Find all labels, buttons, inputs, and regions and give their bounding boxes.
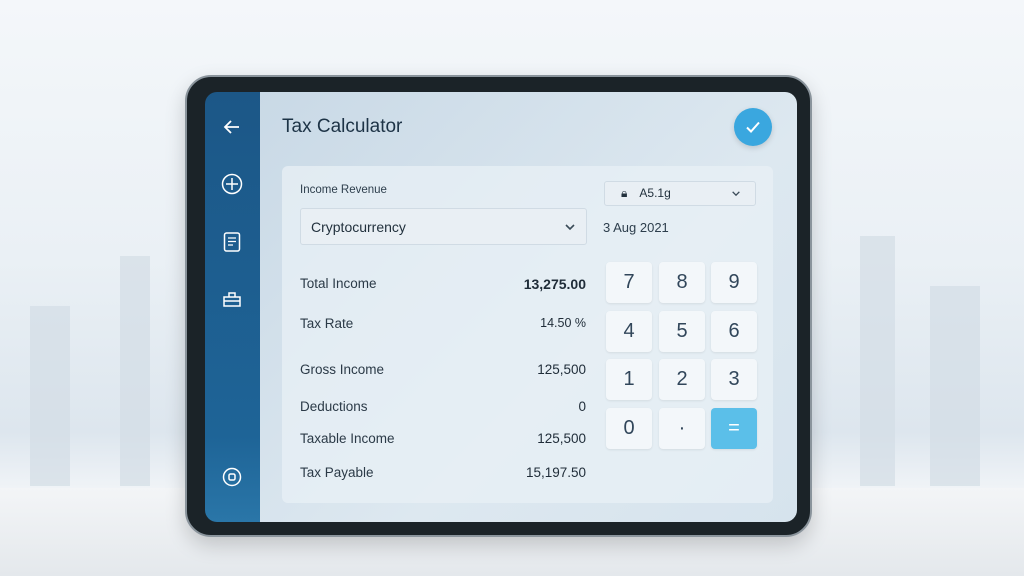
selector-value: A5.1g: [639, 186, 671, 200]
row-tax-rate: Tax Rate 14.50 %: [300, 316, 586, 331]
row-taxable-income: Taxable Income 125,500: [300, 431, 586, 446]
key-8[interactable]: 8: [659, 262, 705, 303]
tablet: Tax Calculator Income Revenue Cryptocurr…: [185, 75, 812, 537]
back-arrow-icon[interactable]: [219, 114, 245, 140]
key-4[interactable]: 4: [606, 311, 652, 352]
row-gross-income: Gross Income 125,500: [300, 362, 586, 377]
sidebar: [205, 92, 260, 522]
selector-dropdown[interactable]: 🔒︎ A5.1g: [604, 181, 756, 206]
add-circle-icon[interactable]: [219, 171, 245, 197]
income-type-dropdown[interactable]: Cryptocurrency: [300, 208, 587, 245]
key-9[interactable]: 9: [711, 262, 757, 303]
key-1[interactable]: 1: [606, 359, 652, 400]
check-icon: [746, 121, 760, 133]
main-panel: Tax Calculator Income Revenue Cryptocurr…: [260, 92, 797, 522]
briefcase-icon[interactable]: [219, 286, 245, 312]
income-label: Income Revenue: [300, 184, 387, 196]
key-7[interactable]: 7: [606, 262, 652, 303]
key-decimal[interactable]: ·: [659, 408, 705, 449]
lock-icon: 🔒︎: [621, 186, 628, 200]
key-0[interactable]: 0: [606, 408, 652, 449]
date-text: 3 Aug 2021: [603, 220, 669, 235]
key-6[interactable]: 6: [711, 311, 757, 352]
page-title: Tax Calculator: [282, 116, 403, 137]
income-type-value: Cryptocurrency: [311, 218, 406, 235]
row-total-income: Total Income 13,275.00: [300, 276, 586, 292]
chevron-down-icon: [565, 223, 575, 230]
document-icon[interactable]: [219, 229, 245, 255]
key-equals[interactable]: =: [711, 408, 757, 449]
screen: Tax Calculator Income Revenue Cryptocurr…: [205, 92, 797, 522]
key-3[interactable]: 3: [711, 359, 757, 400]
key-5[interactable]: 5: [659, 311, 705, 352]
chevron-down-icon: [732, 191, 740, 197]
settings-circle-icon[interactable]: [219, 464, 245, 490]
confirm-button[interactable]: [734, 108, 772, 146]
key-2[interactable]: 2: [659, 359, 705, 400]
row-deductions: Deductions 0: [300, 399, 586, 414]
row-tax-payable: Tax Payable 15,197.50: [300, 465, 586, 480]
calculator-card: Income Revenue Cryptocurrency 🔒︎ A5.1g 3 …: [282, 166, 773, 503]
